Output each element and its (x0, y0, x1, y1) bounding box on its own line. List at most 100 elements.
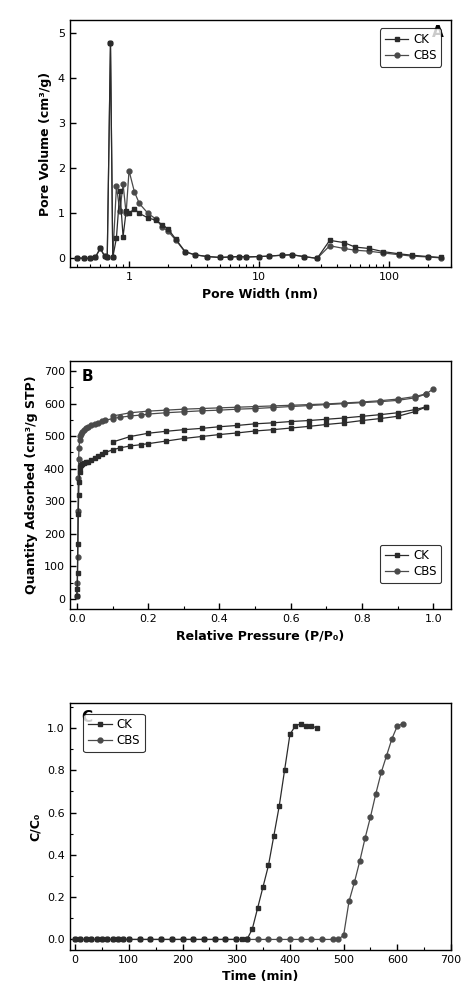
CK (303, 720, 309, 732)
CK (438, 251, 444, 263)
CBS (357, 855, 363, 867)
CBS (288, 401, 293, 413)
CK (117, 185, 123, 197)
CK (314, 722, 319, 734)
CBS (123, 207, 129, 219)
CBS (227, 251, 233, 263)
CBS (173, 234, 179, 246)
CK (74, 252, 80, 264)
CBS (217, 251, 223, 263)
CK (173, 233, 179, 245)
CBS (395, 394, 400, 406)
CK (75, 538, 81, 550)
CBS (233, 933, 239, 945)
CBS (74, 590, 80, 602)
CK (270, 424, 276, 436)
CK (137, 207, 142, 219)
CBS (252, 403, 258, 415)
CK (166, 223, 171, 235)
X-axis label: Pore Width (nm): Pore Width (nm) (202, 288, 319, 301)
Line: CK: CK (74, 404, 429, 598)
CBS (234, 403, 240, 415)
CK (110, 933, 115, 945)
CBS (110, 251, 116, 263)
Legend: CK, CBS: CK, CBS (380, 545, 441, 583)
CK (212, 933, 218, 945)
CK (88, 454, 94, 466)
CBS (438, 252, 444, 264)
CBS (201, 933, 207, 945)
CBS (423, 388, 429, 400)
CK (341, 417, 347, 429)
CK (75, 508, 81, 520)
CBS (255, 933, 260, 945)
CK (110, 444, 115, 456)
CBS (94, 933, 100, 945)
CBS (346, 895, 352, 907)
CK (105, 251, 110, 263)
CBS (88, 933, 94, 945)
CBS (373, 788, 379, 800)
CK (115, 933, 121, 945)
CBS (97, 242, 103, 254)
CK (201, 933, 207, 945)
CK (279, 249, 285, 261)
CBS (80, 426, 85, 438)
CK (380, 246, 386, 258)
CK (233, 933, 239, 945)
X-axis label: Time (min): Time (min) (222, 970, 299, 983)
CK (105, 933, 110, 945)
CBS (110, 413, 115, 425)
CK (199, 431, 205, 443)
CK (182, 246, 188, 258)
CK (252, 425, 258, 437)
CK (163, 435, 169, 447)
CK (99, 448, 105, 460)
CK (120, 933, 126, 945)
CK (78, 933, 83, 945)
CBS (85, 421, 90, 433)
CBS (352, 876, 357, 888)
CK (239, 933, 245, 945)
CK (120, 231, 126, 243)
CBS (137, 197, 142, 209)
CK (92, 452, 98, 464)
Y-axis label: Pore Volume (cm³/g): Pore Volume (cm³/g) (39, 72, 52, 216)
CK (180, 933, 186, 945)
CK (217, 251, 223, 263)
CK (227, 251, 233, 263)
CBS (145, 207, 151, 219)
CK (159, 219, 165, 231)
CK (260, 881, 266, 893)
CBS (73, 933, 78, 945)
CK (412, 405, 418, 417)
CBS (362, 832, 368, 844)
CK (250, 923, 255, 935)
CBS (236, 251, 242, 263)
CBS (397, 249, 402, 261)
CBS (120, 933, 126, 945)
CBS (102, 250, 107, 262)
CBS (341, 398, 347, 410)
CBS (389, 733, 395, 745)
CBS (256, 251, 262, 263)
CK (80, 458, 85, 470)
CBS (366, 245, 372, 257)
CK (76, 489, 81, 501)
CBS (287, 933, 293, 945)
CBS (105, 933, 110, 945)
Line: CK: CK (75, 41, 443, 261)
CK (147, 933, 153, 945)
CK (244, 933, 250, 945)
CBS (266, 933, 271, 945)
CK (288, 422, 293, 434)
CBS (244, 251, 249, 263)
CBS (384, 750, 389, 762)
CK (78, 461, 83, 473)
CBS (95, 417, 101, 429)
CBS (147, 933, 153, 945)
CBS (182, 246, 188, 258)
CK (138, 439, 144, 451)
CBS (103, 414, 108, 426)
CK (145, 212, 151, 224)
